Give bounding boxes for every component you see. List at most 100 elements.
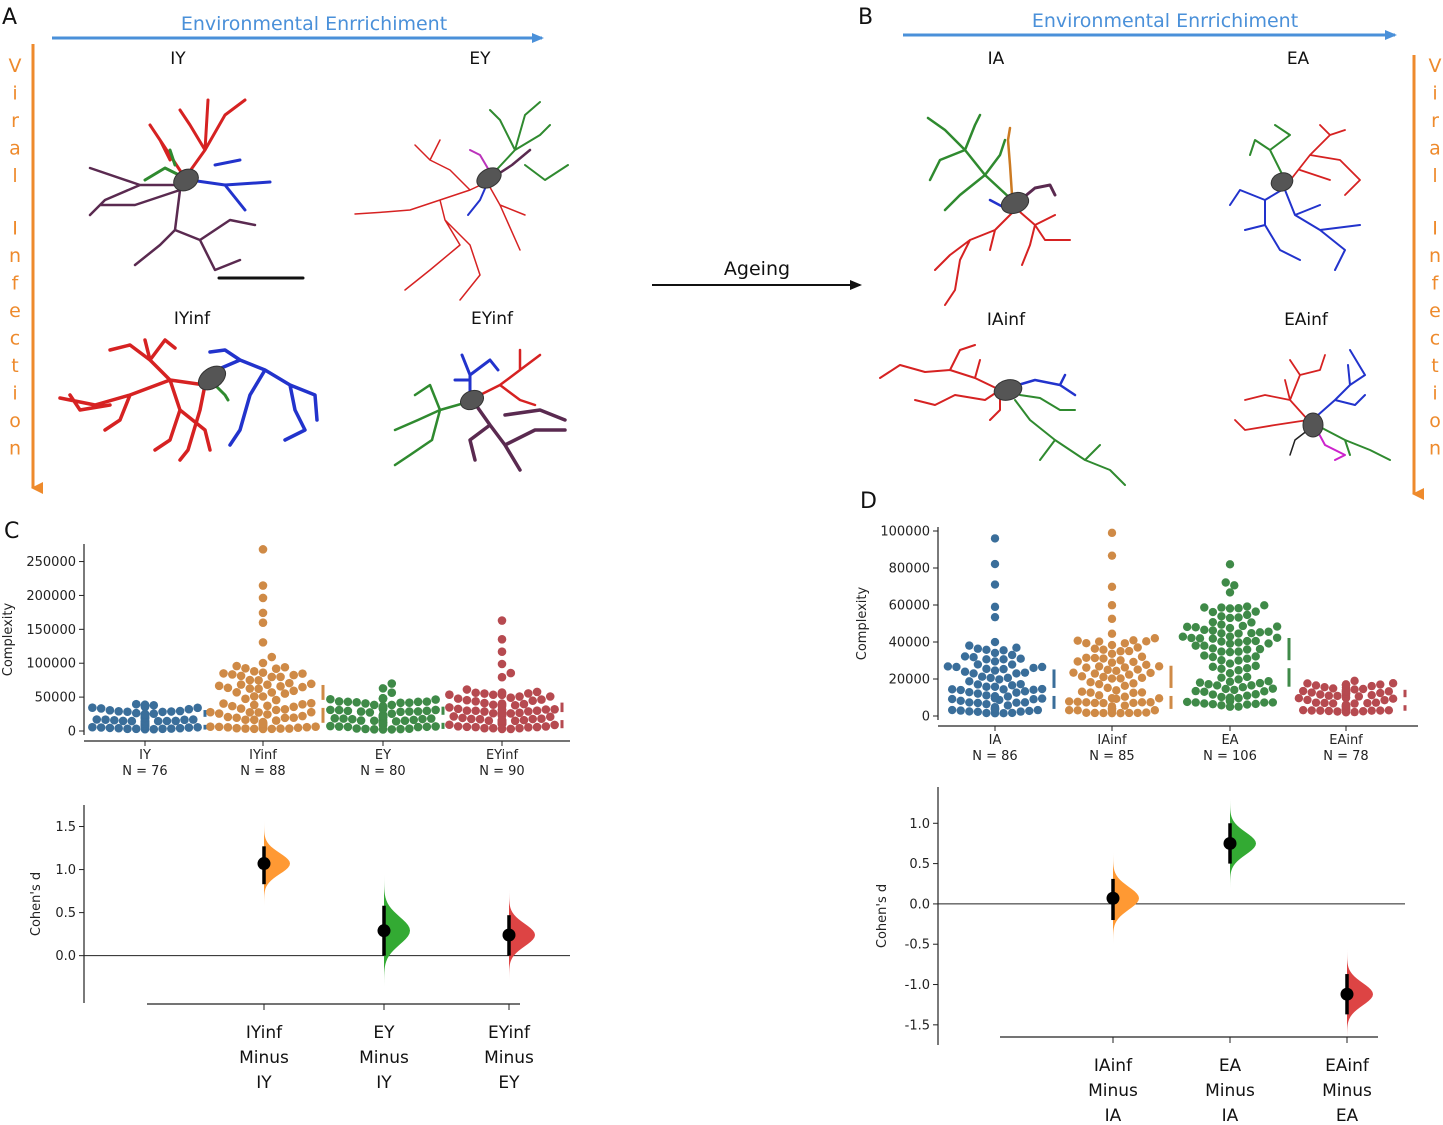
- swarm-dot: [271, 695, 281, 705]
- swarm-dot: [431, 695, 440, 704]
- panel-d-letter: D: [860, 489, 877, 514]
- swarm-dot: [1178, 632, 1188, 641]
- swarm-dot: [249, 715, 259, 725]
- effect-size-point: [502, 928, 516, 942]
- n-label: N = 76: [122, 764, 167, 779]
- swarm-dot: [1371, 698, 1381, 707]
- swarm-dot: [1077, 687, 1087, 696]
- swarm-dot: [387, 688, 397, 698]
- swarm-dot: [241, 724, 250, 733]
- swarm-dot: [1099, 672, 1108, 682]
- neuron-eainf: [1234, 349, 1391, 461]
- swarm-dot: [263, 701, 272, 711]
- y-axis-label: Cohen's d: [29, 872, 44, 936]
- swarm-dot: [973, 707, 983, 717]
- swarm-dot: [453, 722, 463, 731]
- swarm-dot: [1225, 588, 1235, 597]
- n-label: N = 86: [972, 749, 1017, 764]
- swarm-dot: [1116, 674, 1125, 683]
- bootstrap-distribution: [509, 890, 535, 980]
- swarm-dot: [1020, 687, 1030, 696]
- y-tick-label: 0.0: [909, 897, 930, 912]
- chart-c-swarm: 0 50000 100000 150000 200000 250000 Complexity…: [1, 544, 570, 779]
- swarm-dot: [1107, 528, 1117, 538]
- swarm-dot: [267, 672, 277, 682]
- swarm-dot: [1307, 688, 1316, 697]
- side-axis-letter: r: [11, 110, 19, 132]
- swarm-dot: [1234, 647, 1243, 656]
- swarm-dot: [356, 707, 366, 716]
- swarm-dot: [1129, 657, 1138, 667]
- swarm-dot: [1388, 694, 1398, 703]
- contrast-label: IAinf: [1094, 1056, 1133, 1076]
- swarm-dot: [1333, 707, 1342, 716]
- swarm-dot: [387, 679, 397, 688]
- swarm-dot: [1217, 673, 1226, 682]
- swarm-dot: [289, 670, 299, 680]
- swarm-dot: [227, 701, 237, 711]
- swarm-dot: [488, 690, 498, 700]
- swarm-dot: [1380, 695, 1389, 705]
- swarm-dot: [241, 694, 250, 704]
- swarm-dot: [334, 697, 344, 706]
- contrast-label: Minus: [1205, 1081, 1255, 1101]
- swarm-dot: [1316, 690, 1325, 699]
- swarm-dot: [990, 648, 1000, 658]
- swarm-dot: [171, 716, 181, 726]
- swarm-dot: [986, 673, 995, 683]
- swarm-dot: [1137, 698, 1147, 707]
- swarm-dot: [1264, 639, 1273, 648]
- swarm-dot: [480, 707, 489, 716]
- contrast-label: EA: [1219, 1056, 1242, 1076]
- swarm-dot: [422, 697, 432, 706]
- swarm-dot: [1230, 685, 1239, 695]
- swarm-dot: [960, 667, 970, 676]
- swarm-dot: [245, 675, 255, 685]
- swarm-dot: [245, 707, 255, 717]
- swarm-dot: [1268, 698, 1278, 707]
- swarm-dot: [298, 669, 307, 678]
- swarm-dot: [280, 662, 290, 672]
- swarm-dot: [1037, 684, 1047, 694]
- swarm-dot: [1029, 685, 1038, 695]
- swarm-dot: [1268, 684, 1278, 693]
- swarm-dot: [1260, 687, 1269, 696]
- neuron-eyinf: [393, 348, 567, 472]
- group-title-ea: EA: [1287, 49, 1310, 69]
- swarm-dot: [532, 687, 542, 697]
- swarm-dot: [1116, 656, 1125, 665]
- swarm-dot: [306, 698, 316, 708]
- swarm-dot: [1120, 639, 1130, 648]
- swarm-dot: [131, 724, 141, 734]
- swarm-dot: [1120, 701, 1130, 710]
- swarm-dot: [258, 581, 268, 590]
- swarm-dot: [947, 685, 957, 694]
- swarm-dot: [175, 706, 185, 716]
- swarm-dot: [506, 724, 516, 734]
- y-axis-label: Complexity: [1, 602, 16, 676]
- swarm-dot: [405, 698, 414, 707]
- swarm-dot: [1350, 685, 1359, 694]
- swarm-dot: [960, 652, 970, 661]
- swarm-dot: [1099, 708, 1108, 718]
- contrast-label: EY: [498, 1073, 520, 1093]
- swarm-dot: [480, 698, 489, 708]
- swarm-dot: [1363, 698, 1372, 708]
- swarm-dot: [236, 704, 246, 713]
- swarm-dot: [285, 724, 294, 733]
- swarm-dot: [965, 641, 974, 650]
- swarm-dot: [990, 692, 1000, 701]
- swarm-dot: [1384, 687, 1394, 696]
- swarm-dot: [1129, 679, 1138, 688]
- swarm-dot: [1272, 622, 1282, 631]
- swarm-dot: [1069, 668, 1078, 677]
- swarm-dot: [1200, 651, 1209, 660]
- swarm-dot: [1311, 698, 1321, 707]
- swarm-dot: [184, 723, 194, 732]
- swarm-dot: [431, 705, 440, 715]
- side-axis-letter: V: [1429, 55, 1442, 77]
- swarm-dot: [343, 706, 353, 716]
- swarm-dot: [1094, 637, 1104, 646]
- swarm-dot: [1316, 706, 1325, 715]
- swarm-dot: [1251, 661, 1260, 671]
